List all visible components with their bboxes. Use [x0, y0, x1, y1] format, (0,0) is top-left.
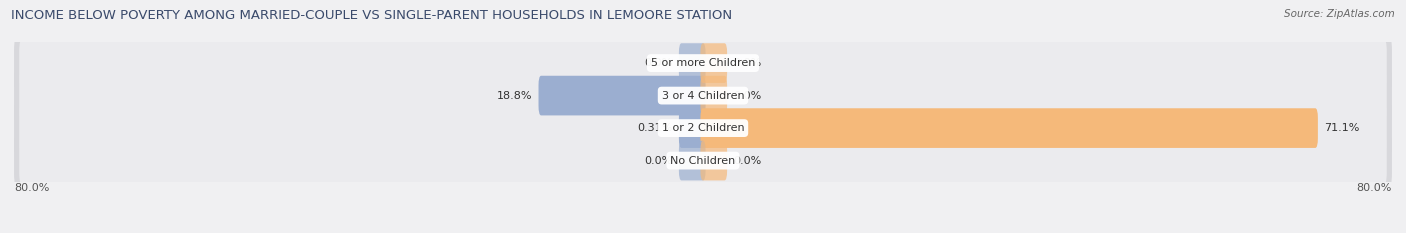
- FancyBboxPatch shape: [700, 141, 727, 180]
- Text: 0.0%: 0.0%: [644, 58, 673, 68]
- FancyBboxPatch shape: [14, 67, 1392, 124]
- Text: 1 or 2 Children: 1 or 2 Children: [662, 123, 744, 133]
- Text: 18.8%: 18.8%: [496, 91, 533, 101]
- Text: 3 or 4 Children: 3 or 4 Children: [662, 91, 744, 101]
- Text: No Children: No Children: [671, 156, 735, 166]
- Legend: Married Couples, Single Parents: Married Couples, Single Parents: [581, 230, 825, 233]
- Text: 71.1%: 71.1%: [1324, 123, 1360, 133]
- FancyBboxPatch shape: [679, 43, 706, 83]
- Text: 0.31%: 0.31%: [637, 123, 673, 133]
- FancyBboxPatch shape: [20, 71, 1386, 120]
- FancyBboxPatch shape: [700, 43, 727, 83]
- FancyBboxPatch shape: [14, 99, 1392, 157]
- Text: 0.0%: 0.0%: [733, 91, 762, 101]
- FancyBboxPatch shape: [679, 141, 706, 180]
- Text: 0.0%: 0.0%: [733, 58, 762, 68]
- FancyBboxPatch shape: [700, 108, 1317, 148]
- FancyBboxPatch shape: [700, 76, 727, 115]
- Text: Source: ZipAtlas.com: Source: ZipAtlas.com: [1284, 9, 1395, 19]
- FancyBboxPatch shape: [20, 38, 1386, 88]
- Text: 5 or more Children: 5 or more Children: [651, 58, 755, 68]
- Text: 0.0%: 0.0%: [644, 156, 673, 166]
- Text: INCOME BELOW POVERTY AMONG MARRIED-COUPLE VS SINGLE-PARENT HOUSEHOLDS IN LEMOORE: INCOME BELOW POVERTY AMONG MARRIED-COUPL…: [11, 9, 733, 22]
- FancyBboxPatch shape: [14, 132, 1392, 189]
- Text: 0.0%: 0.0%: [733, 156, 762, 166]
- FancyBboxPatch shape: [20, 103, 1386, 153]
- FancyBboxPatch shape: [679, 108, 706, 148]
- FancyBboxPatch shape: [14, 34, 1392, 92]
- FancyBboxPatch shape: [538, 76, 706, 115]
- Text: 80.0%: 80.0%: [1357, 183, 1392, 193]
- FancyBboxPatch shape: [20, 136, 1386, 185]
- Text: 80.0%: 80.0%: [14, 183, 49, 193]
